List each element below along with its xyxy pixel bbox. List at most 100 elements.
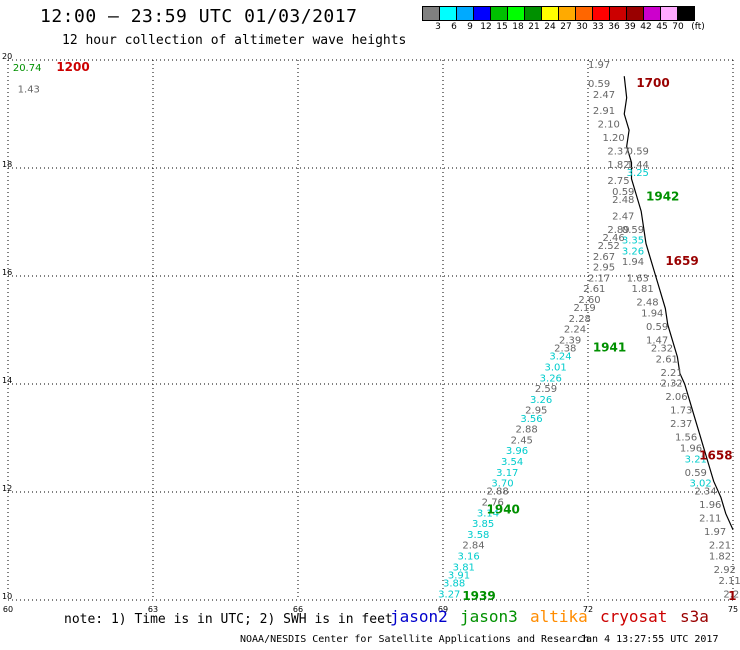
legend-swatch — [593, 6, 610, 21]
wave-height-label: 2.17 — [588, 273, 610, 284]
x-tick-label: 69 — [438, 605, 448, 614]
wave-height-label: 3.01 — [545, 363, 567, 374]
satellite-cryosat: cryosat — [600, 607, 668, 626]
wave-height-label: 2.19 — [574, 303, 596, 314]
legend-swatch — [576, 6, 593, 21]
wave-height-label: 1.43 — [18, 84, 40, 95]
legend-swatch — [559, 6, 576, 21]
note-text: note: 1) Time is in UTC; 2) SWH is in fe… — [64, 612, 393, 627]
wave-height-label: 1.96 — [680, 444, 702, 455]
legend-label: 33 — [592, 22, 604, 32]
time-label: 1940 — [487, 503, 520, 517]
legend-swatch — [440, 6, 457, 21]
wave-height-label: 1.20 — [603, 133, 625, 144]
wave-height-label: 3.56 — [520, 414, 542, 425]
wave-height-label: 3.96 — [506, 446, 528, 457]
time-label: 1 — [728, 589, 736, 603]
y-tick-label: 16 — [2, 268, 12, 277]
wave-height-label: 3.25 — [627, 168, 649, 179]
time-label: 1939 — [462, 589, 495, 603]
y-tick-label: 14 — [2, 376, 12, 385]
footer-timestamp: Jan 4 13:27:55 UTC 2017 — [580, 634, 719, 645]
wave-height-label: 3.02 — [690, 479, 712, 490]
wave-height-label: 2.21 — [661, 368, 683, 379]
wave-height-label: 3.70 — [491, 479, 513, 490]
wave-height-label: 3.24 — [549, 352, 571, 363]
time-label: 1200 — [56, 60, 89, 74]
x-tick-label: 63 — [148, 605, 158, 614]
wave-height-label: 3.91 — [448, 570, 470, 581]
y-tick-label: 10 — [2, 592, 12, 601]
legend-label: 6 — [451, 22, 457, 32]
y-tick-label: 12 — [2, 484, 12, 493]
wave-height-label: 1.82 — [607, 160, 629, 171]
coastline — [623, 76, 734, 531]
wave-height-label: 0.59 — [588, 79, 610, 90]
wave-height-label: 2.34 — [694, 487, 716, 498]
legend-label: 12 — [480, 22, 492, 32]
legend-label: 36 — [608, 22, 620, 32]
x-tick-label: 60 — [3, 605, 13, 614]
legend-label: 70 — [672, 22, 684, 32]
wave-height-label: 0.59 — [646, 322, 668, 333]
wave-height-label: 2.59 — [535, 384, 557, 395]
wave-height-label: 2.46 — [603, 233, 625, 244]
wave-height-label: 1.44 — [627, 160, 649, 171]
legend-swatch — [508, 6, 525, 21]
legend-label: 42 — [640, 22, 652, 32]
wave-height-label: 2.91 — [593, 106, 615, 117]
wave-height-label: 2.28 — [569, 314, 591, 325]
legend-label: 3 — [435, 22, 441, 32]
wave-height-label: 2.11 — [719, 576, 740, 587]
wave-height-label: 3.85 — [472, 519, 494, 530]
wave-height-label: 0.59 — [685, 468, 707, 479]
wave-height-label: 2.48 — [636, 298, 658, 309]
wave-height-label: 2.24 — [564, 325, 586, 336]
wave-height-label: 2.23 — [723, 589, 740, 600]
wave-height-label: 2.92 — [714, 565, 736, 576]
wave-height-label: 2.95 — [593, 263, 615, 274]
legend-label: (ft) — [691, 22, 705, 32]
wave-height-label: 2.10 — [598, 120, 620, 131]
wave-height-label: 2.37 — [670, 419, 692, 430]
wave-height-label: 20.74 — [13, 63, 42, 74]
wave-height-label: 2.84 — [462, 541, 484, 552]
wave-height-label: 1.97 — [588, 60, 610, 71]
wave-height-label: 3.27 — [438, 589, 460, 600]
wave-height-label: 1.97 — [704, 527, 726, 538]
wave-height-label: 2.89 — [607, 225, 629, 236]
legend-label: 30 — [576, 22, 588, 32]
wave-height-label: 2.21 — [709, 541, 731, 552]
x-tick-label: 72 — [583, 605, 593, 614]
wave-height-label: 1.94 — [622, 257, 644, 268]
color-legend — [422, 6, 695, 21]
legend-swatch — [542, 6, 559, 21]
wave-height-label: 3.17 — [496, 468, 518, 479]
wave-height-label: 2.37 — [607, 147, 629, 158]
wave-height-label: 1.73 — [670, 406, 692, 417]
wave-height-label: 2.32 — [661, 379, 683, 390]
legend-swatch — [661, 6, 678, 21]
wave-height-label: 3.35 — [622, 236, 644, 247]
wave-height-label: 1.63 — [627, 273, 649, 284]
color-legend-labels: 3 6 9 12 15 18 21 24 27 30 33 36 39 42 45 70 (ft) — [422, 22, 740, 34]
wave-height-label: 0.59 — [612, 187, 634, 198]
legend-swatch — [627, 6, 644, 21]
wave-height-label: 2.67 — [593, 252, 615, 263]
legend-swatch — [474, 6, 491, 21]
wave-height-label: 1.47 — [646, 336, 668, 347]
wave-height-label: 1.81 — [632, 284, 654, 295]
legend-label: 27 — [560, 22, 572, 32]
wave-height-label: 1.82 — [709, 552, 731, 563]
wave-height-label: 3.21 — [685, 454, 707, 465]
legend-label: 39 — [624, 22, 636, 32]
wave-height-label: 2.45 — [511, 435, 533, 446]
wave-height-label: 3.26 — [540, 373, 562, 384]
chart-title: 12:00 – 23:59 UTC 01/03/2017 — [40, 6, 358, 27]
wave-height-label: 3.54 — [501, 457, 523, 468]
wave-height-label: 2.32 — [651, 344, 673, 355]
legend-label: 18 — [512, 22, 524, 32]
wave-height-label: 2.88 — [487, 487, 509, 498]
wave-height-label: 2.75 — [607, 176, 629, 187]
wave-height-label: 0.59 — [627, 147, 649, 158]
